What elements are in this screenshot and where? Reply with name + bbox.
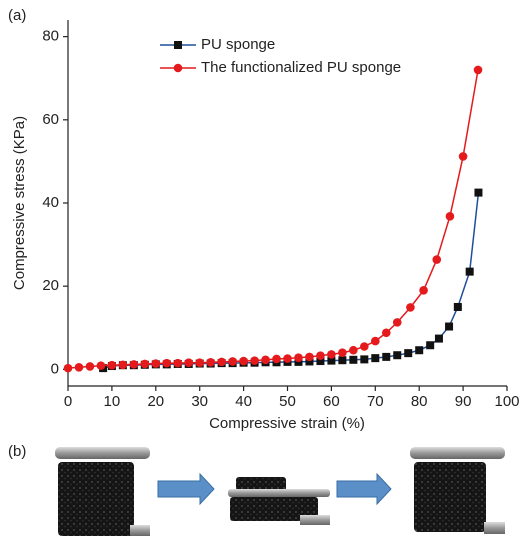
data-point — [140, 359, 150, 369]
data-point — [445, 212, 455, 221]
data-point — [316, 351, 325, 360]
data-point — [85, 362, 95, 371]
data-point — [206, 357, 215, 367]
x-tick-label: 50 — [279, 393, 296, 410]
data-point — [305, 352, 314, 362]
data-point — [371, 354, 380, 363]
data-point — [371, 336, 380, 346]
x-tick-label: 80 — [411, 393, 428, 410]
data-point — [338, 356, 347, 365]
x-axis-label: Compressive strain (%) — [209, 415, 365, 432]
data-point — [458, 152, 468, 161]
data-point — [217, 357, 226, 367]
y-tick-label: 60 — [42, 111, 59, 128]
data-point — [195, 358, 204, 368]
data-point — [473, 65, 483, 75]
data-point — [118, 360, 128, 370]
x-tick-label: 100 — [494, 393, 519, 410]
data-point — [272, 354, 281, 364]
legend-label: The functionalized PU sponge — [201, 59, 401, 76]
data-point — [392, 318, 402, 327]
data-point — [173, 358, 183, 368]
data-point — [283, 354, 292, 363]
x-tick-label: 40 — [235, 393, 252, 410]
data-point — [434, 334, 443, 343]
data-point — [305, 357, 314, 366]
x-tick-label: 90 — [455, 393, 472, 410]
data-point — [63, 363, 73, 373]
data-point — [96, 361, 106, 370]
data-point — [393, 351, 402, 360]
data-point — [294, 353, 303, 363]
data-point — [415, 346, 424, 355]
panel-label: (b) — [8, 443, 26, 460]
data-point — [250, 356, 259, 365]
data-point — [360, 355, 369, 364]
photos — [55, 447, 505, 536]
x-tick-label: 60 — [323, 393, 340, 410]
x-tick-label: 10 — [104, 393, 121, 410]
legend-marker — [173, 63, 183, 73]
data-point — [261, 355, 270, 365]
data-point — [151, 359, 161, 368]
data-point — [419, 286, 428, 295]
data-point — [316, 357, 325, 366]
y-tick-label: 0 — [51, 360, 59, 377]
data-point — [404, 349, 413, 358]
data-point — [184, 358, 194, 368]
data-point — [381, 328, 391, 338]
series-line — [67, 69, 479, 369]
x-tick-label: 0 — [64, 393, 72, 410]
data-point — [228, 357, 237, 366]
y-tick-label: 20 — [42, 277, 59, 294]
y-axis-label: Compressive stress (KPa) — [11, 116, 28, 290]
data-point — [445, 322, 454, 331]
data-point — [349, 355, 358, 364]
data-point — [474, 188, 483, 197]
data-point — [129, 360, 139, 369]
data-point — [465, 267, 474, 276]
y-tick-label: 80 — [42, 28, 59, 45]
legend-marker — [174, 41, 182, 49]
data-point — [426, 341, 435, 350]
data-point — [453, 302, 462, 311]
legend-label: PU sponge — [201, 36, 275, 53]
x-tick-label: 70 — [367, 393, 384, 410]
data-point — [406, 303, 415, 312]
data-point — [349, 345, 358, 355]
x-tick-label: 20 — [147, 393, 164, 410]
data-point — [107, 360, 117, 370]
data-point — [327, 350, 336, 359]
data-point — [162, 358, 172, 368]
data-point — [432, 255, 442, 264]
data-point — [338, 348, 347, 358]
x-tick-label: 30 — [191, 393, 208, 410]
data-point — [74, 362, 84, 372]
panel-label: (a) — [8, 7, 26, 24]
y-tick-label: 40 — [42, 194, 59, 211]
data-point — [382, 352, 391, 361]
data-point — [360, 342, 369, 351]
data-point — [239, 356, 248, 366]
data-point — [327, 356, 336, 365]
series-line — [102, 192, 480, 369]
